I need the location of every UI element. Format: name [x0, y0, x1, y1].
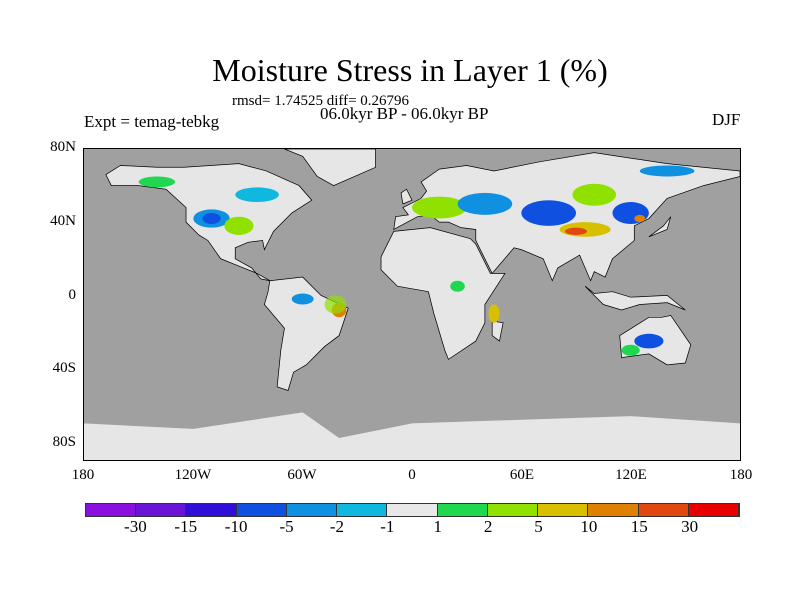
colorbar-swatch	[136, 504, 187, 516]
lat-tick-label: 0	[68, 287, 77, 303]
colorbar-label: -1	[380, 517, 395, 536]
anomaly-patch	[565, 227, 587, 235]
world-map	[83, 148, 741, 461]
lat-tick-label: 80S	[52, 434, 76, 450]
indonesia	[584, 285, 686, 311]
colorbar-swatch	[186, 504, 237, 516]
africa	[380, 227, 506, 360]
anomaly-field	[138, 165, 695, 356]
anomaly-patch	[202, 213, 221, 225]
colorbar-label: -10	[224, 517, 248, 536]
colorbar-label: -2	[329, 517, 344, 536]
colorbar-swatch	[538, 504, 589, 516]
colorbar-swatch	[588, 504, 639, 516]
anomaly-patch	[639, 165, 695, 177]
colorbar-swatch	[286, 504, 338, 516]
antarctica	[84, 412, 740, 460]
colorbar-label: 15	[630, 517, 648, 536]
colorbar-swatch	[236, 504, 287, 516]
anomaly-patch	[634, 333, 664, 349]
lat-tick-label: 40N	[50, 213, 76, 229]
anomaly-patch	[291, 293, 314, 305]
rmsd-diff-label: rmsd= 1.74525 diff= 0.26796	[232, 93, 410, 109]
anomaly-patch	[412, 196, 467, 219]
colorbar-label: -15	[174, 517, 198, 536]
lon-tick-label: 120E	[615, 467, 647, 483]
experiment-label: Expt = temag-tebkg	[84, 112, 220, 131]
anomaly-patch	[224, 216, 254, 235]
period-label: 06.0kyr BP - 06.0kyr BP	[320, 104, 489, 123]
lon-tick-label: 120W	[174, 467, 212, 483]
anomaly-patch	[621, 344, 640, 356]
greenland	[284, 149, 376, 186]
colorbar-swatch	[337, 504, 388, 516]
anomaly-patch	[488, 304, 500, 323]
madagascar	[491, 320, 504, 342]
colorbar-label: -30	[124, 517, 147, 536]
lon-tick-label: 60E	[509, 467, 535, 483]
colorbar-label: -5	[279, 517, 294, 536]
lon-tick-label: 60W	[287, 467, 317, 483]
colorbar-swatch	[638, 504, 689, 516]
season-label: DJF	[712, 110, 741, 129]
lon-tick-label: 180	[71, 467, 95, 483]
lat-tick-label: 80N	[50, 139, 76, 155]
anomaly-patch	[450, 280, 465, 292]
plot-title: Moisture Stress in Layer 1 (%)	[212, 52, 608, 88]
colorbar	[85, 503, 740, 517]
anomaly-patch	[634, 214, 646, 223]
colorbar-label: 2	[483, 517, 493, 536]
anomaly-patch	[324, 295, 347, 314]
colorbar-label: 30	[681, 517, 699, 536]
colorbar-swatch	[688, 504, 740, 516]
colorbar-swatch	[437, 504, 488, 516]
japan	[648, 216, 672, 238]
colorbar-label: 1	[433, 517, 442, 536]
uk	[400, 188, 413, 205]
anomaly-patch	[521, 200, 576, 226]
colorbar-swatch	[387, 504, 438, 516]
lat-tick-label: 40S	[52, 360, 76, 376]
anomaly-patch	[138, 176, 176, 188]
colorbar-swatch	[487, 504, 539, 516]
lon-tick-label: 180	[729, 467, 753, 483]
anomaly-patch	[572, 183, 617, 206]
colorbar-label: 5	[534, 517, 543, 536]
anomaly-patch	[235, 187, 279, 203]
colorbar-label: 10	[580, 517, 598, 536]
lon-tick-label: 0	[408, 467, 416, 483]
anomaly-patch	[457, 192, 513, 215]
colorbar-swatch	[86, 504, 137, 516]
